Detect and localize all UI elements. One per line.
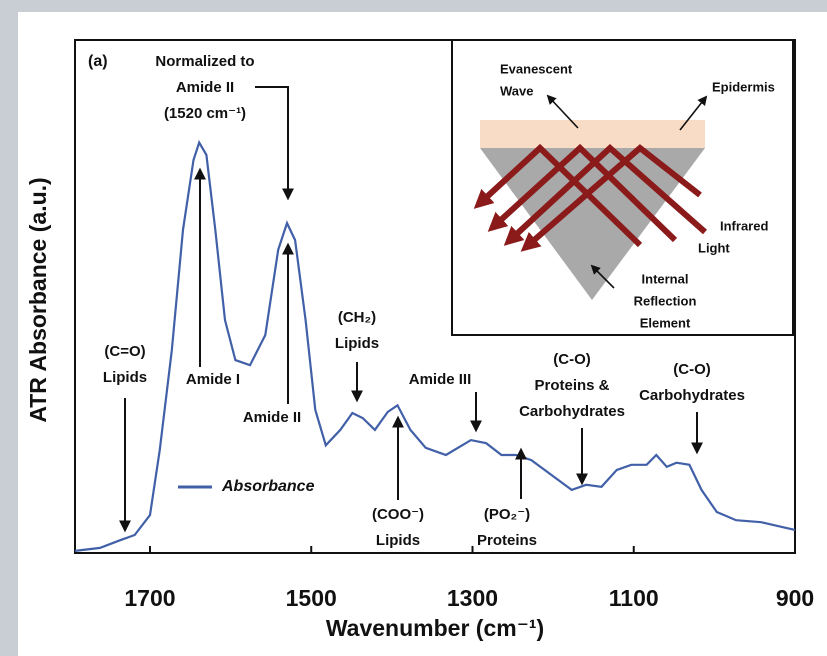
- annotation-text: Lipids: [103, 369, 147, 386]
- annotation-text: (PO₂⁻): [484, 506, 530, 523]
- page: {"chart_data": { "type": "line", "panel_…: [0, 0, 827, 656]
- x-axis-title: Wavenumber (cm⁻¹): [326, 615, 544, 641]
- inset-label: Reflection: [634, 293, 697, 308]
- annotation-text: Amide III: [409, 371, 472, 388]
- annotation-text: (C-O): [553, 351, 591, 368]
- x-tick-label: 1700: [124, 585, 175, 611]
- x-tick-label: 1500: [286, 585, 337, 611]
- chart: (a) ATR Absorbance (a.u.) Wavenumber (cm…: [0, 0, 827, 656]
- inset-label: Epidermis: [712, 79, 775, 94]
- annotation-text: Amide II: [243, 409, 301, 426]
- annotation-text: Normalized to: [155, 53, 254, 70]
- annotation-text: Amide I: [186, 371, 240, 388]
- annotation-text: Proteins: [477, 532, 537, 549]
- inset-label: Element: [640, 315, 691, 330]
- annotation-text: Proteins &: [534, 377, 609, 394]
- annotation-text: Lipids: [335, 335, 379, 352]
- annotation-text: Carbohydrates: [639, 387, 745, 404]
- inset-label: Infrared: [720, 218, 768, 233]
- y-axis-title: ATR Absorbance (a.u.): [25, 177, 51, 422]
- inset-label: Internal: [642, 271, 689, 286]
- annotation-text: (COO⁻): [372, 506, 424, 523]
- x-tick-label: 1300: [447, 585, 498, 611]
- annotation-text: Carbohydrates: [519, 403, 625, 420]
- annotation-text: Amide II: [176, 79, 234, 96]
- epidermis-layer: [480, 120, 705, 148]
- annotation-text: (C-O): [673, 361, 711, 378]
- inset-label: Light: [698, 240, 730, 255]
- inset-label: Wave: [500, 83, 533, 98]
- panel-label: (a): [88, 53, 108, 70]
- annotation-text: Lipids: [376, 532, 420, 549]
- x-tick-label: 1100: [609, 585, 659, 611]
- x-tick-label: 900: [776, 585, 814, 611]
- annotation-text: (CH₂): [338, 309, 376, 326]
- annotation-text: (1520 cm⁻¹): [164, 105, 246, 122]
- annotation-text: (C=O): [104, 343, 145, 360]
- legend-label: Absorbance: [221, 478, 315, 495]
- inset-label: Evanescent: [500, 61, 573, 76]
